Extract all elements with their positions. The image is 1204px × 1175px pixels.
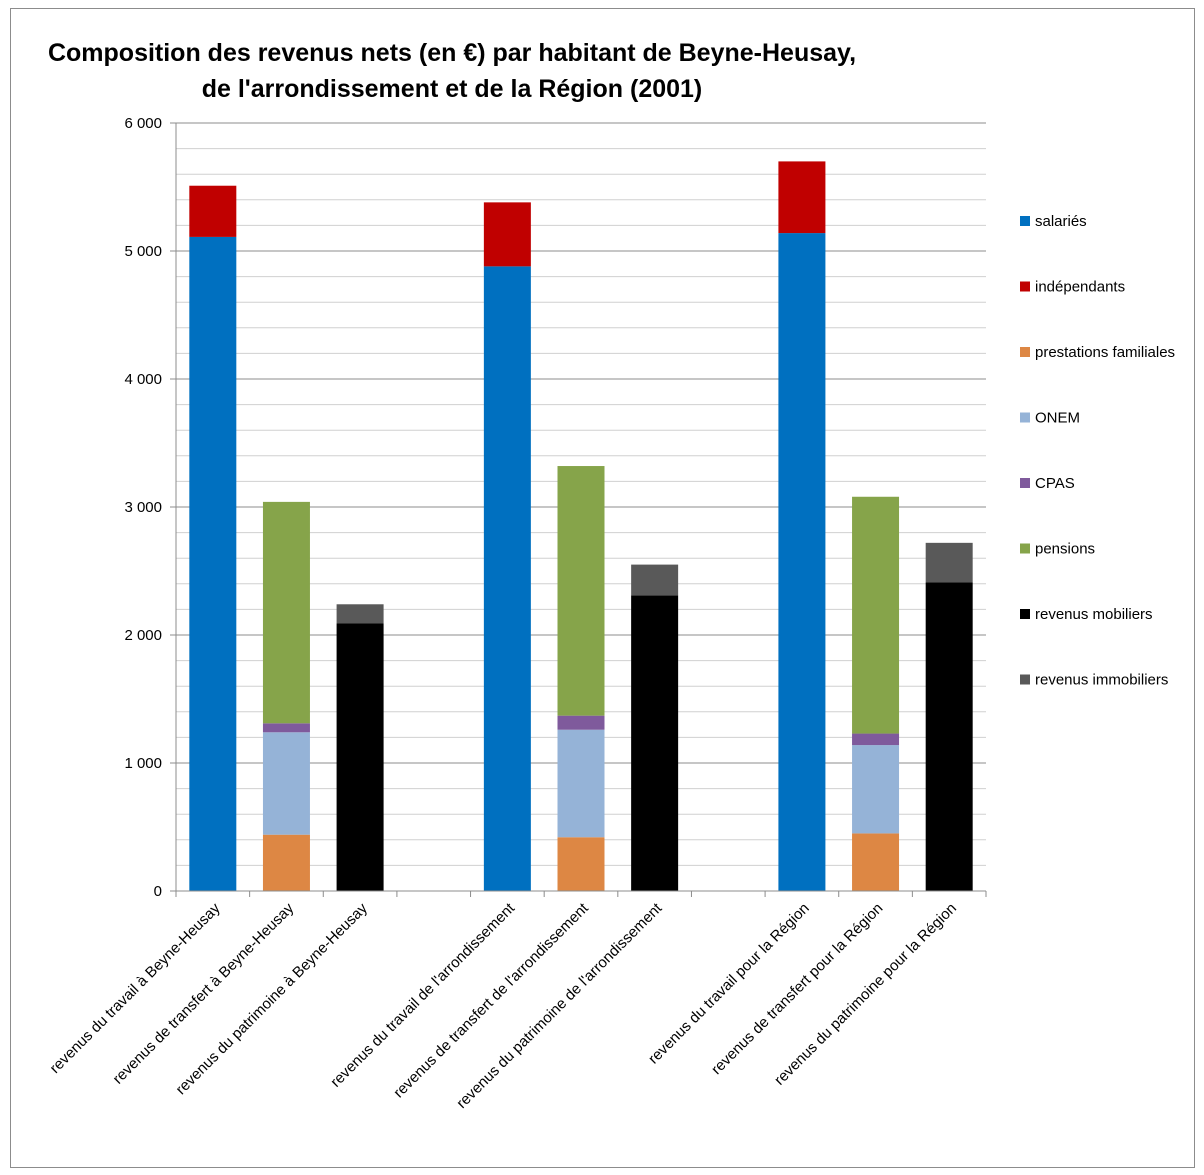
legend-label: ONEM	[1035, 410, 1080, 427]
bar-segment	[189, 185, 237, 237]
y-tick-label: 6 000	[124, 115, 162, 132]
legend-swatch	[1020, 478, 1030, 488]
legend-swatch	[1020, 281, 1030, 292]
y-tick-label: 5 000	[124, 243, 162, 260]
legend-label: salariés	[1035, 213, 1087, 230]
bar-segment	[631, 595, 679, 891]
bar-segment	[336, 604, 384, 624]
legend-swatch	[1020, 347, 1030, 357]
legend-swatch	[1020, 609, 1030, 619]
bar-segment	[852, 833, 900, 891]
bar-segment	[925, 582, 973, 891]
bars	[189, 161, 973, 892]
legend-swatch	[1020, 674, 1030, 685]
bar-segment	[557, 729, 605, 838]
bar-segment	[262, 834, 310, 891]
bar-segment	[483, 202, 531, 267]
bar-segment	[262, 732, 310, 835]
bar-segment	[778, 161, 826, 234]
bar-segment	[262, 723, 310, 733]
bar-segment	[483, 266, 531, 891]
bar-segment	[925, 542, 973, 583]
bar-segment	[631, 564, 679, 596]
legend-label: revenus immobiliers	[1035, 672, 1168, 689]
legend: salariés indépendants prestations familial…	[1020, 213, 1175, 689]
bar-segment	[262, 501, 310, 724]
bar-segment	[189, 236, 237, 892]
legend-label: pensions	[1035, 541, 1095, 558]
y-tick-label: 2 000	[124, 627, 162, 644]
bar-segment	[557, 466, 605, 716]
bar-segment	[557, 837, 605, 891]
x-category-label: revenus du travail pour la Région	[645, 900, 813, 1068]
legend-label: revenus mobiliers	[1035, 606, 1153, 623]
bar-segment	[852, 733, 900, 746]
legend-label: prestations familiales	[1035, 344, 1175, 361]
chart-title: Composition des revenus nets (en €) par …	[48, 39, 856, 67]
chart-subtitle: de l'arrondissement et de la Région (200…	[202, 75, 703, 103]
bar-segment	[852, 745, 900, 834]
legend-label: CPAS	[1035, 475, 1075, 492]
bar-segment	[557, 715, 605, 730]
legend-swatch	[1020, 543, 1030, 554]
y-tick-label: 3 000	[124, 499, 162, 516]
bar-segment	[852, 496, 900, 734]
chart-frame: Composition des revenus nets (en €) par …	[10, 8, 1195, 1168]
legend-swatch	[1020, 412, 1030, 423]
legend-swatch	[1020, 216, 1030, 226]
y-tick-label: 0	[154, 883, 162, 900]
stacked-bar-chart: Composition des revenus nets (en €) par …	[47, 39, 1176, 1112]
y-tick-label: 4 000	[124, 371, 162, 388]
bar-segment	[336, 623, 384, 891]
legend-label: indépendants	[1035, 279, 1125, 296]
y-tick-label: 1 000	[124, 755, 162, 772]
bar-segment	[778, 233, 826, 891]
